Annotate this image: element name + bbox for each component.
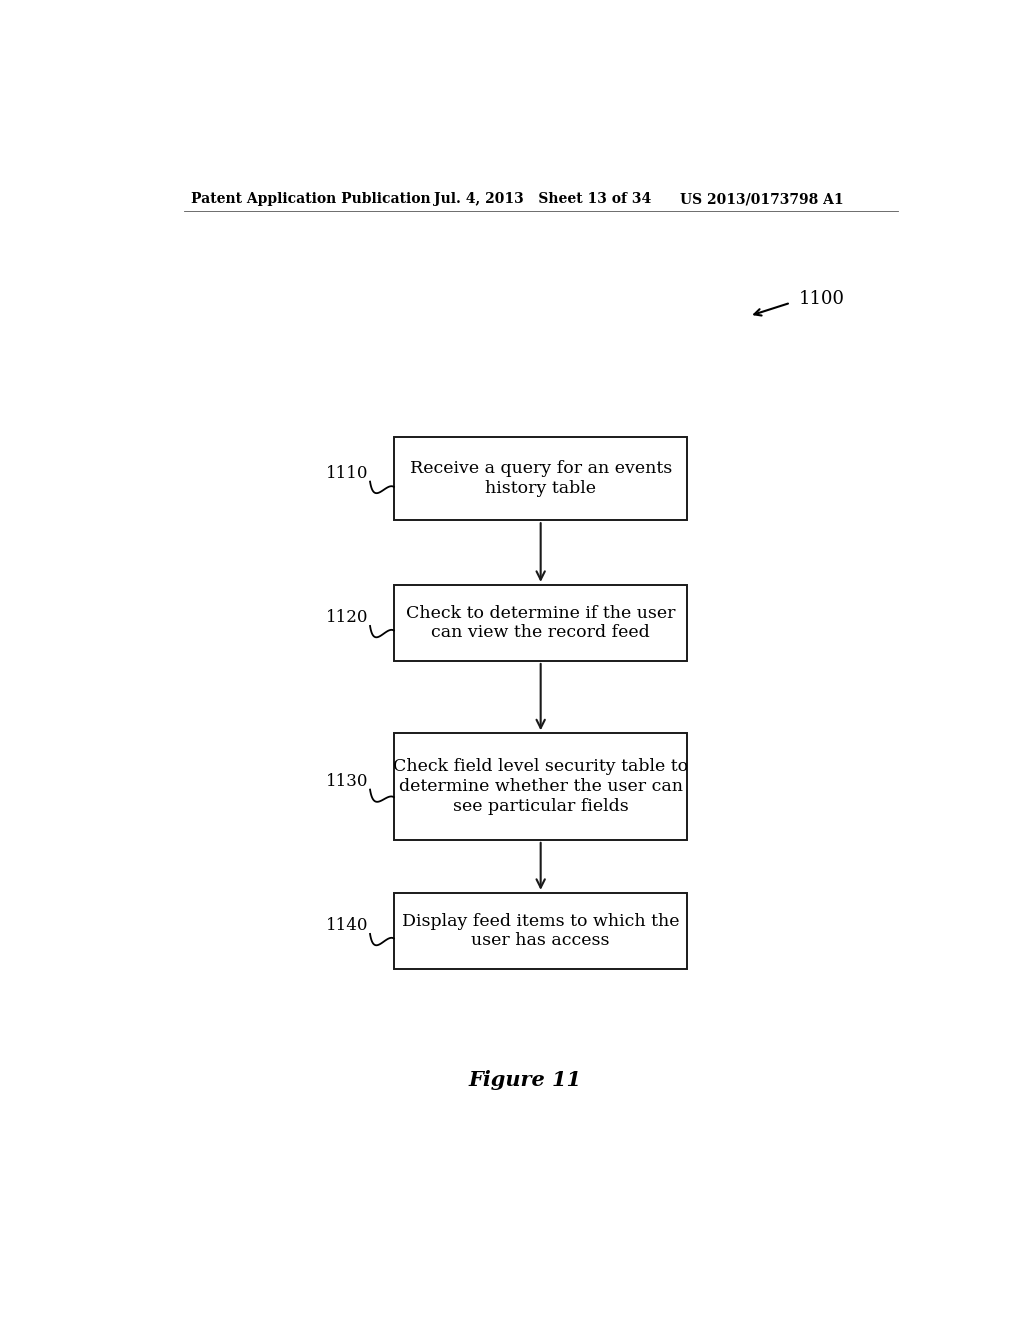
Text: 1130: 1130 [327,774,369,789]
Text: 1120: 1120 [327,610,369,626]
Bar [394,892,687,969]
Text: 1100: 1100 [799,289,845,308]
Bar [394,585,687,661]
Text: Figure 11: Figure 11 [468,1071,582,1090]
Text: Patent Application Publication: Patent Application Publication [191,191,431,206]
Bar [394,437,687,520]
Text: Display feed items to which the
user has access: Display feed items to which the user has… [402,912,679,949]
Text: Check field level security table to
determine whether the user can
see particula: Check field level security table to dete… [393,759,688,814]
Text: US 2013/0173798 A1: US 2013/0173798 A1 [680,191,843,206]
Text: Receive a query for an events
history table: Receive a query for an events history ta… [410,461,672,496]
Text: 1140: 1140 [327,917,369,935]
Text: 1110: 1110 [327,465,369,482]
Text: Jul. 4, 2013   Sheet 13 of 34: Jul. 4, 2013 Sheet 13 of 34 [433,191,651,206]
Bar [394,733,687,840]
Text: Check to determine if the user
can view the record feed: Check to determine if the user can view … [406,605,676,642]
